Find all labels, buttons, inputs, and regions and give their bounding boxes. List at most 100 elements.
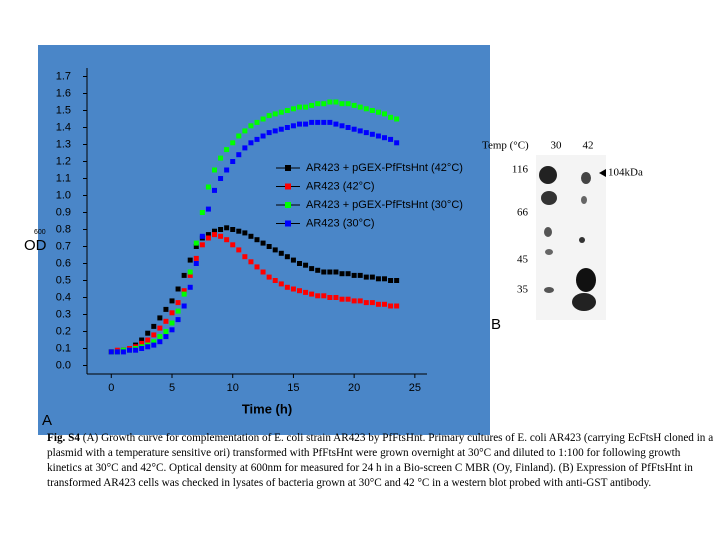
data-point	[212, 187, 217, 193]
data-point	[303, 262, 309, 268]
data-point	[169, 310, 175, 316]
data-point	[297, 104, 302, 110]
data-point	[266, 130, 272, 136]
data-point	[187, 269, 193, 275]
data-point	[139, 340, 145, 346]
band	[544, 287, 554, 293]
data-point	[169, 298, 175, 304]
data-point	[303, 104, 309, 110]
x-tick-label: 0	[108, 382, 114, 394]
data-point	[345, 125, 351, 130]
data-point	[339, 123, 345, 129]
y-tick-label: 1.0	[56, 189, 71, 201]
data-point	[369, 274, 375, 280]
data-point	[133, 347, 139, 353]
panel-label: B	[491, 316, 501, 333]
data-point	[339, 271, 345, 277]
data-point	[199, 210, 205, 215]
y-tick-label: 0.4	[56, 291, 71, 303]
data-point	[290, 123, 296, 129]
y-tick-label: 0.7	[56, 240, 71, 252]
data-point	[315, 267, 321, 273]
band	[539, 166, 557, 184]
band	[544, 227, 552, 237]
y-tick-label: 1.5	[56, 104, 71, 116]
data-point	[339, 296, 345, 302]
data-point	[254, 119, 260, 125]
data-point	[236, 133, 242, 139]
legend-label: AR423 (30°C)	[306, 217, 375, 229]
data-point	[193, 255, 199, 261]
data-point	[157, 334, 163, 340]
data-point	[272, 278, 278, 283]
data-point	[218, 227, 224, 232]
y-tick-label: 0.8	[56, 223, 71, 235]
band	[541, 191, 557, 205]
data-point	[163, 329, 169, 334]
data-point	[375, 133, 381, 139]
data-point	[120, 349, 126, 355]
data-point	[284, 108, 290, 113]
data-point	[345, 271, 351, 277]
data-point	[236, 247, 242, 253]
x-tick-label: 15	[287, 382, 299, 394]
data-point	[327, 119, 333, 125]
data-point	[218, 233, 224, 239]
data-point	[369, 131, 375, 137]
data-point	[260, 240, 266, 246]
marker-label: 35	[517, 284, 529, 296]
y-tick-label: 1.4	[56, 121, 71, 133]
data-point	[157, 315, 163, 321]
data-point	[205, 235, 211, 241]
band	[576, 268, 596, 292]
data-point	[266, 274, 272, 280]
legend-label: AR423 + pGEX-PfFtsHnt (30°C)	[306, 199, 463, 211]
data-point	[175, 308, 181, 314]
data-point	[151, 332, 157, 338]
data-point	[151, 323, 157, 329]
y-tick-label: 0.0	[56, 359, 71, 371]
data-point	[266, 244, 272, 249]
caption-label: Fig. S4	[47, 432, 80, 444]
data-point	[357, 104, 363, 110]
data-point	[394, 278, 400, 283]
data-point	[212, 228, 217, 234]
data-point	[327, 99, 333, 105]
legend-marker	[285, 165, 291, 171]
caption-text: (A) Growth curve for complementation of …	[47, 432, 714, 489]
data-point	[363, 130, 369, 136]
arrow	[599, 169, 606, 177]
blot-temp-label: Temp (°C)	[482, 140, 529, 152]
data-point	[327, 295, 333, 300]
data-point	[145, 344, 151, 350]
data-point	[357, 272, 363, 278]
data-point	[394, 140, 400, 146]
y-tick-label: 1.3	[56, 138, 71, 150]
data-point	[290, 286, 296, 292]
data-point	[284, 284, 290, 290]
data-point	[375, 276, 381, 282]
data-point	[394, 116, 400, 122]
y-tick-label: 1.2	[56, 155, 71, 167]
data-point	[309, 102, 315, 108]
data-point	[114, 349, 120, 355]
data-point	[351, 102, 357, 108]
x-axis-label: Time (h)	[242, 401, 292, 416]
data-point	[157, 325, 163, 331]
y-tick-label: 0.5	[56, 274, 71, 286]
data-point	[236, 228, 242, 234]
data-point	[394, 303, 400, 309]
data-point	[388, 278, 394, 283]
panel-label: A	[42, 412, 52, 429]
data-point	[248, 233, 254, 239]
data-point	[278, 281, 284, 287]
data-point	[315, 293, 321, 299]
data-point	[157, 339, 163, 345]
data-point	[163, 306, 169, 312]
data-point	[303, 121, 309, 127]
x-tick-label: 10	[227, 382, 239, 394]
data-point	[242, 145, 248, 151]
data-point	[193, 244, 199, 249]
legend-marker	[285, 220, 291, 227]
